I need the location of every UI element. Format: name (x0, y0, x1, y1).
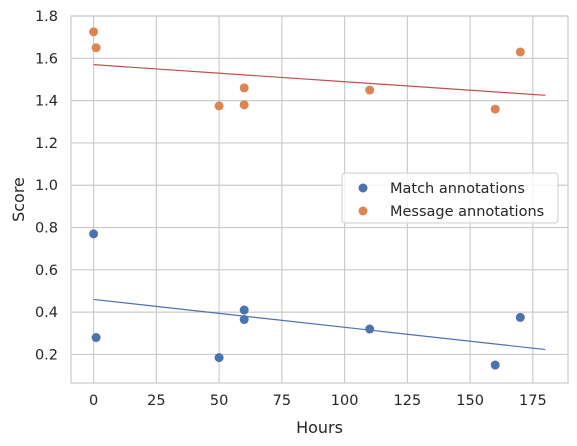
y-tick-labels: 0.2 0.4 0.6 0.8 1.0 1.2 1.4 1.6 1.8 (35, 9, 58, 363)
data-point-series-1 (239, 100, 249, 110)
x-tick-label: 0 (89, 393, 98, 409)
legend-box (341, 172, 559, 224)
legend: Match annotations Message annotations (341, 172, 559, 224)
y-tick-label: 1.8 (35, 9, 58, 25)
x-axis-label: Hours (296, 418, 343, 437)
data-points (89, 27, 525, 370)
x-tick-label: 125 (394, 393, 422, 409)
y-tick-label: 0.4 (35, 305, 58, 321)
legend-marker-message-annotations (358, 206, 368, 216)
x-tick-label: 50 (210, 393, 228, 409)
data-point-series-0 (89, 229, 99, 239)
legend-label-match-annotations: Match annotations (390, 181, 525, 197)
y-tick-label: 1.6 (35, 51, 58, 67)
y-tick-label: 0.6 (35, 263, 58, 279)
x-tick-label: 75 (273, 393, 291, 409)
data-point-series-0 (365, 324, 375, 334)
data-point-series-1 (239, 83, 249, 93)
data-point-series-0 (239, 315, 249, 325)
y-tick-label: 1.0 (35, 178, 58, 194)
y-tick-label: 0.2 (35, 347, 58, 363)
data-point-series-1 (91, 43, 101, 53)
y-tick-label: 0.8 (35, 221, 58, 237)
regression-lines (93, 64, 546, 351)
x-tick-label: 150 (456, 393, 484, 409)
legend-marker-match-annotations (358, 183, 368, 193)
data-point-series-0 (214, 353, 224, 363)
y-tick-label: 1.4 (35, 94, 58, 110)
x-tick-label: 100 (331, 393, 359, 409)
data-point-series-0 (239, 305, 249, 315)
legend-label-message-annotations: Message annotations (390, 204, 544, 220)
data-point-series-1 (214, 101, 224, 111)
data-point-series-1 (365, 85, 375, 95)
y-tick-label: 1.2 (35, 136, 58, 152)
data-point-series-0 (490, 360, 500, 370)
x-tick-label: 25 (147, 393, 165, 409)
x-tick-label: 175 (519, 393, 547, 409)
data-point-series-1 (515, 47, 525, 57)
plot-frame (70, 15, 569, 384)
data-point-series-0 (91, 333, 101, 343)
data-point-series-1 (490, 104, 500, 114)
fit-line-series-0 (93, 298, 546, 351)
y-axis-label: Score (9, 177, 28, 222)
data-point-series-1 (89, 27, 99, 37)
data-point-series-0 (515, 312, 525, 322)
x-tick-labels: 0 25 50 75 100 125 150 175 (89, 393, 547, 409)
fit-line-series-1 (93, 64, 546, 96)
